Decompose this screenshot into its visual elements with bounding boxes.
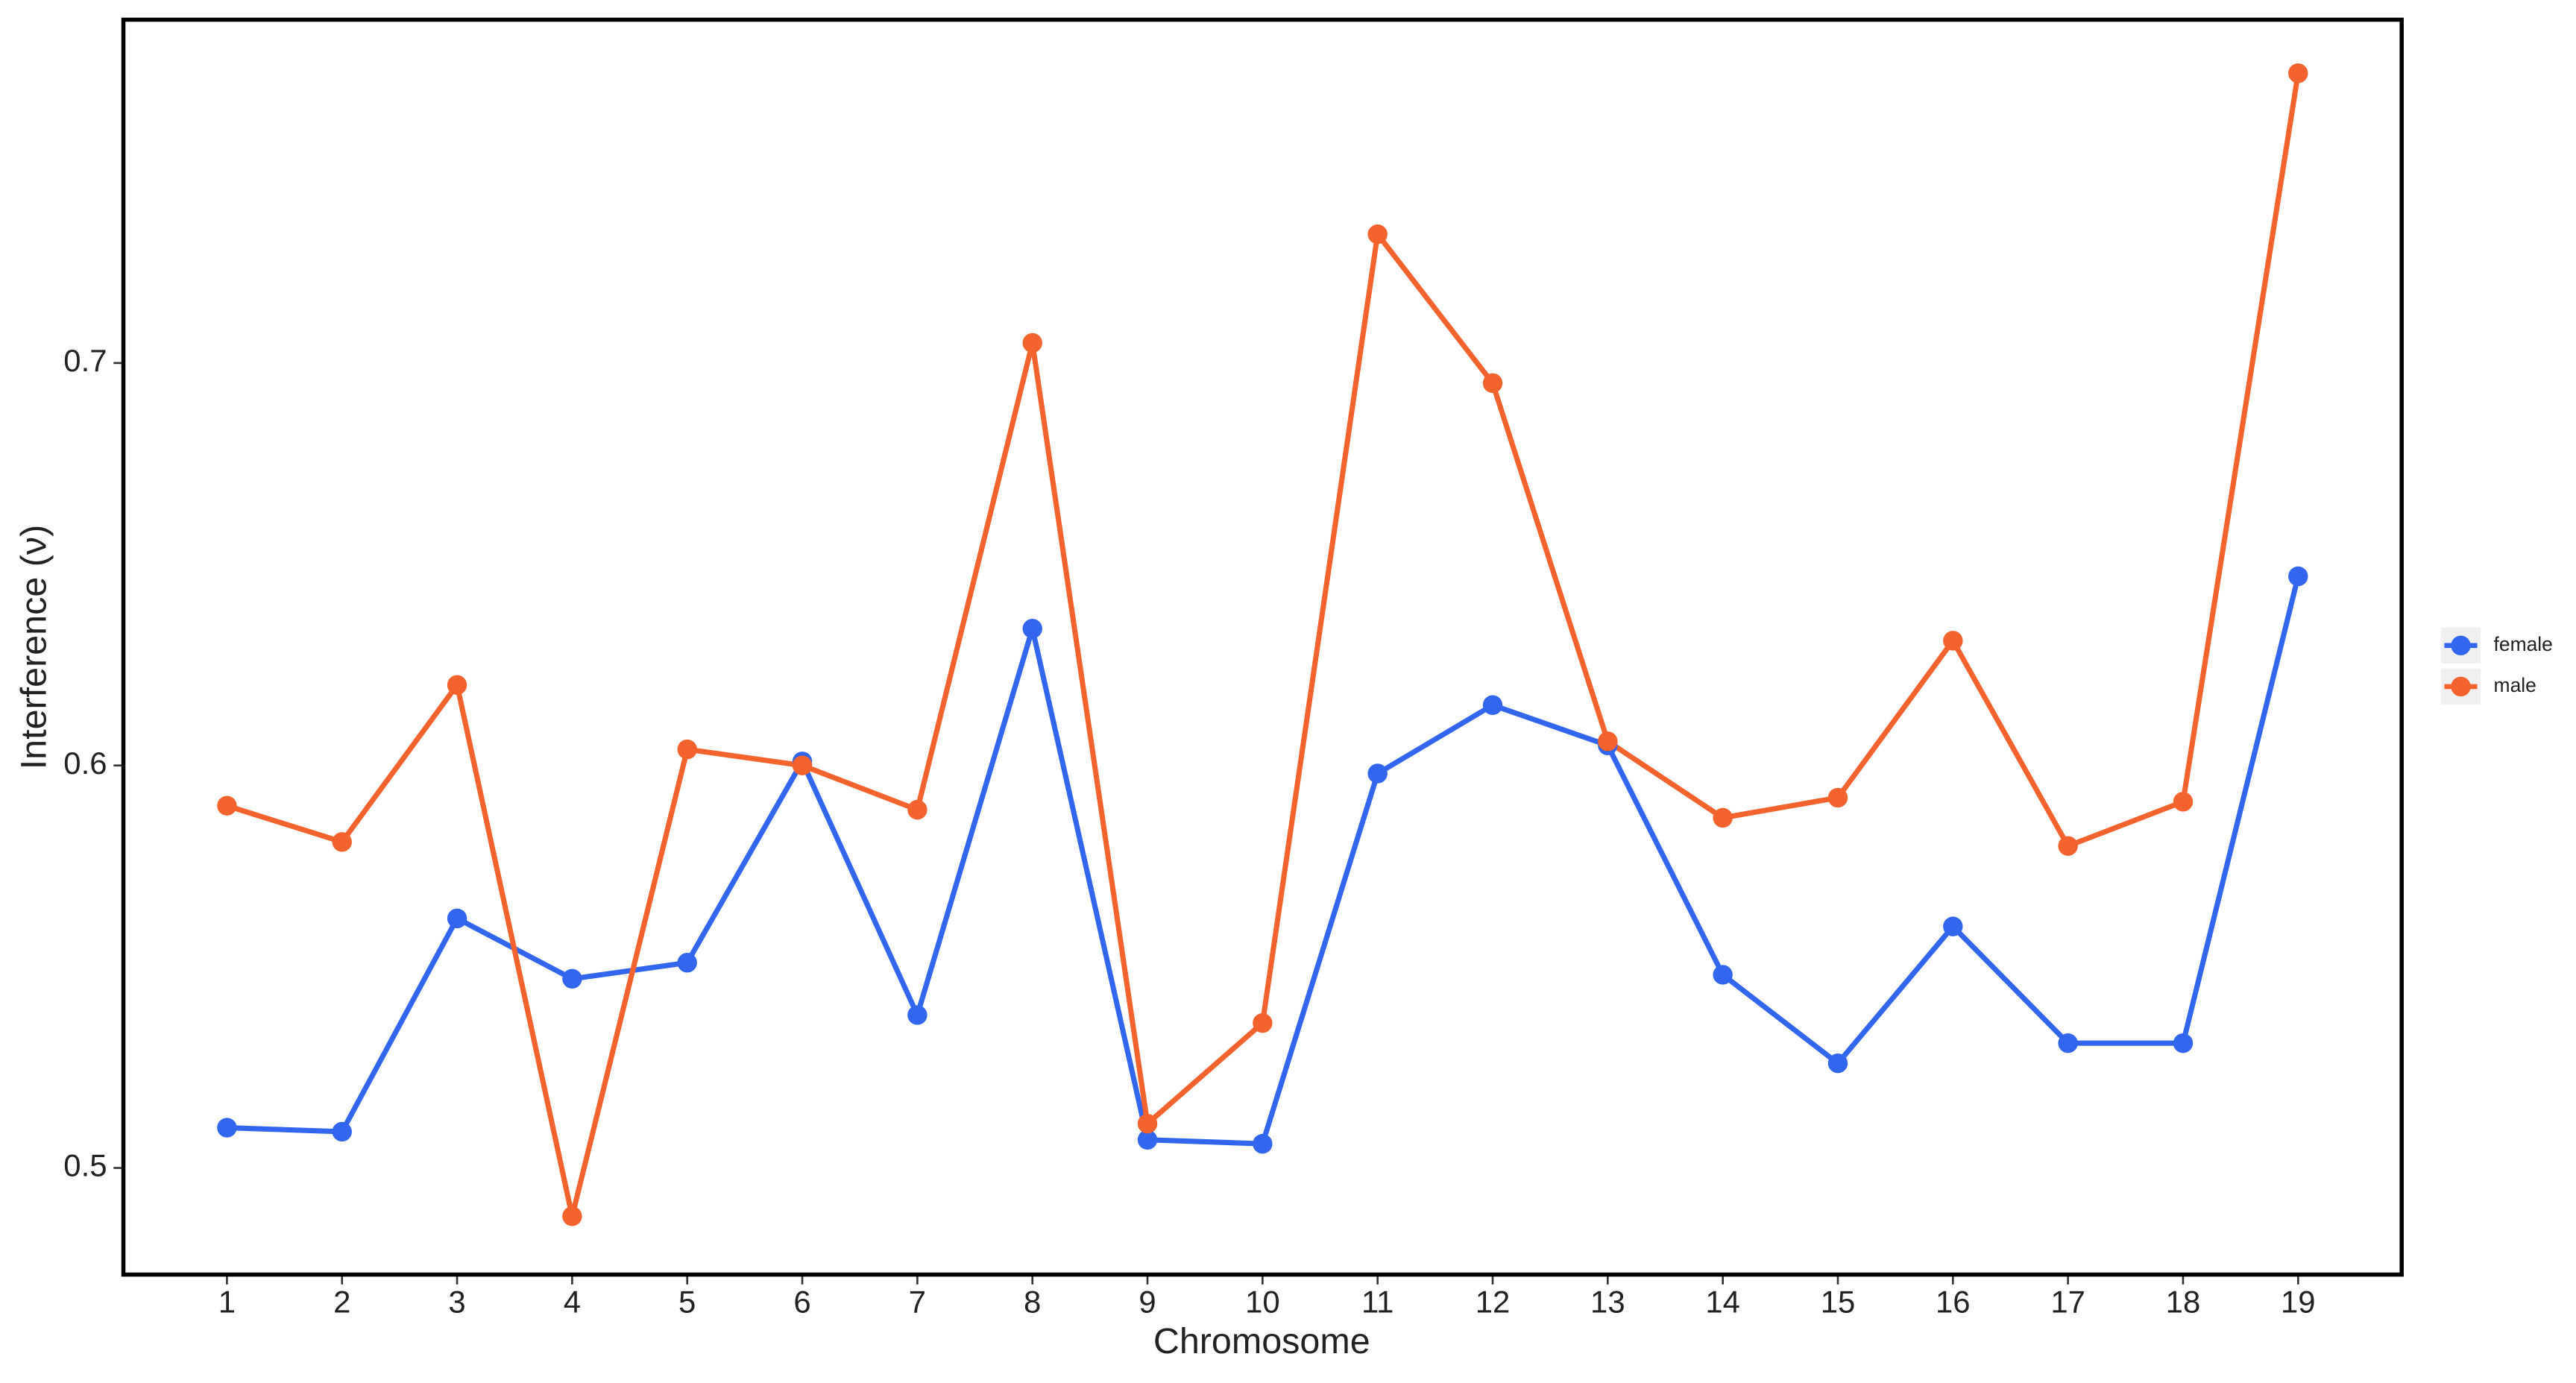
x-tick-label: 10 [1245,1284,1280,1319]
point [2288,63,2308,84]
point [1022,333,1042,353]
point [447,908,467,929]
point [1253,1012,1273,1033]
legend-label: male [2494,674,2536,696]
point [332,1121,352,1142]
x-tick-label: 18 [2166,1284,2201,1319]
legend-key-point [2451,635,2471,656]
x-tick-label: 14 [1705,1284,1740,1319]
point [1598,731,1618,752]
x-tick-label: 9 [1139,1284,1156,1319]
point [1943,631,1963,651]
point [447,675,467,695]
y-tick-label: 0.5 [63,1148,107,1183]
x-tick-label: 6 [793,1284,810,1319]
point [1943,916,1963,936]
x-tick-label: 4 [564,1284,581,1319]
x-tick-label: 11 [1361,1284,1394,1319]
x-tick-label: 1 [218,1284,236,1319]
x-tick-label: 19 [2281,1284,2316,1319]
point [562,968,582,989]
point [1137,1130,1158,1150]
point [1482,373,1503,394]
x-tick-label: 13 [1590,1284,1625,1319]
point [332,832,352,852]
x-tick-label: 2 [333,1284,350,1319]
point [2173,792,2194,812]
point [1827,1053,1848,1074]
x-tick-label: 3 [448,1284,465,1319]
point [1253,1133,1273,1154]
x-tick-label: 8 [1024,1284,1041,1319]
plot-border [121,17,2404,1277]
x-tick-label: 5 [678,1284,696,1319]
point [1137,1113,1158,1134]
point [2173,1033,2194,1053]
point [907,1005,928,1025]
point [217,796,237,816]
x-tick-label: 15 [1821,1284,1856,1319]
point [907,799,928,820]
point [217,1118,237,1138]
point [2058,836,2078,856]
point [1367,763,1388,784]
x-tick-label: 7 [909,1284,926,1319]
x-tick-label: 16 [1936,1284,1971,1319]
y-tick-label: 0.6 [63,746,107,781]
point [677,739,697,760]
point [792,755,813,775]
y-axis-title: Interference (ν) [14,525,54,770]
series-line [226,72,2301,1219]
point [1713,807,1733,828]
point [562,1206,582,1226]
legend-label: female [2494,633,2553,655]
point [2058,1033,2078,1053]
point [1713,965,1733,985]
x-tick-label: 12 [1476,1284,1511,1319]
point [1022,618,1042,639]
x-tick-label: 17 [2050,1284,2085,1319]
y-tick-label: 0.7 [63,343,107,378]
point [2288,566,2308,587]
x-axis-title: Chromosome [1153,1321,1370,1361]
point [1367,224,1388,245]
point [1827,787,1848,808]
point [1482,695,1503,715]
legend-key-point [2451,676,2471,697]
point [677,953,697,973]
